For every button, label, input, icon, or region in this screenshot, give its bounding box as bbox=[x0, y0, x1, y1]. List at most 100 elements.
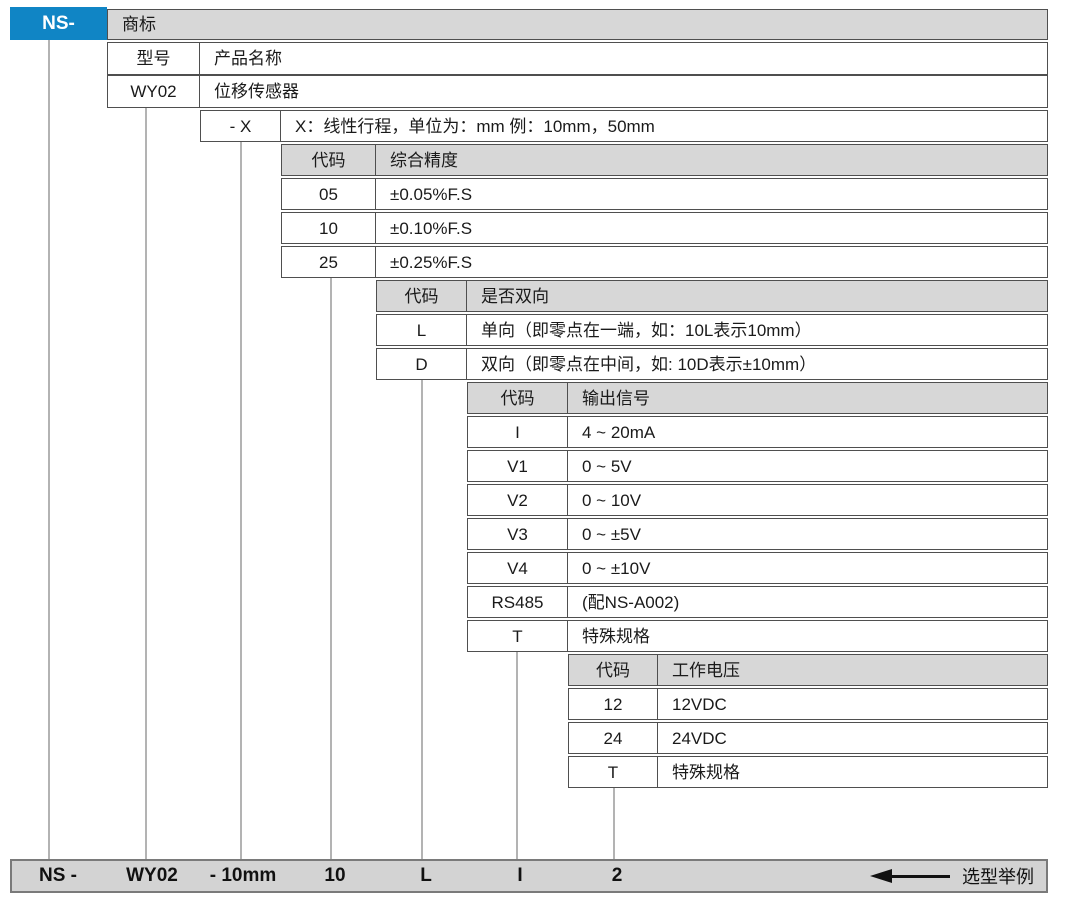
table-header-row: 代码 输出信号 bbox=[467, 382, 1048, 414]
example-segment: NS - bbox=[39, 865, 77, 886]
code-cell: T bbox=[568, 756, 658, 788]
code-header: 代码 bbox=[311, 150, 346, 170]
value-header: 工作电压 bbox=[672, 660, 740, 680]
value-cell: ±0.05%F.S bbox=[375, 178, 1048, 210]
code-text: V4 bbox=[507, 558, 528, 578]
code-text: D bbox=[415, 354, 428, 374]
connector-line bbox=[48, 40, 50, 859]
value-text: 特殊规格 bbox=[672, 762, 740, 782]
output-signal-table: 代码 输出信号 I 4 ~ 20mA V1 0 ~ 5V V2 0 ~ 10V … bbox=[467, 382, 1048, 654]
value-header-cell: 工作电压 bbox=[657, 654, 1048, 686]
code-text: T bbox=[607, 762, 619, 782]
value-text: 24VDC bbox=[672, 728, 727, 748]
code-text: 10 bbox=[319, 218, 338, 238]
connector-line bbox=[145, 108, 147, 859]
model-header-value: 产品名称 bbox=[214, 49, 282, 68]
connector-line bbox=[330, 278, 332, 859]
model-header-code-cell: 型号 bbox=[107, 42, 200, 75]
value-text: ±0.10%F.S bbox=[390, 218, 473, 238]
code-text: 24 bbox=[603, 728, 623, 748]
code-cell: T bbox=[467, 620, 568, 652]
code-text: V3 bbox=[507, 524, 528, 544]
code-header: 代码 bbox=[500, 388, 535, 408]
code-cell: 12 bbox=[568, 688, 658, 720]
direction-table: 代码 是否双向 L 单向（即零点在一端，如：10L表示10mm） D 双向（即零… bbox=[376, 280, 1048, 382]
model-code-row: WY02 位移传感器 bbox=[107, 75, 1048, 108]
stroke-row: - X X：线性行程，单位为：mm 例：10mm，50mm bbox=[200, 110, 1048, 142]
left-arrow-icon bbox=[870, 869, 892, 883]
value-cell: 单向（即零点在一端，如：10L表示10mm） bbox=[466, 314, 1048, 346]
table-row: RS485 (配NS-A002) bbox=[467, 586, 1048, 618]
table-row: 25 ±0.25%F.S bbox=[281, 246, 1048, 278]
model-name: 位移传感器 bbox=[214, 82, 299, 101]
value-cell: 12VDC bbox=[657, 688, 1048, 720]
table-row: T 特殊规格 bbox=[568, 756, 1048, 788]
value-text: 双向（即零点在中间，如: 10D表示±10mm） bbox=[481, 354, 817, 374]
value-header: 综合精度 bbox=[390, 150, 458, 170]
value-text: (配NS-A002) bbox=[582, 592, 680, 612]
example-segment: WY02 bbox=[126, 865, 178, 886]
code-text: 12 bbox=[603, 694, 623, 714]
example-segment: 10 bbox=[324, 865, 346, 886]
code-cell: 05 bbox=[281, 178, 376, 210]
model-header-row: 型号 产品名称 bbox=[107, 42, 1048, 75]
table-row: V4 0 ~ ±10V bbox=[467, 552, 1048, 584]
code-text: RS485 bbox=[491, 592, 544, 612]
example-label: 选型举例 bbox=[962, 867, 1034, 887]
value-cell: 4 ~ 20mA bbox=[567, 416, 1048, 448]
code-cell: RS485 bbox=[467, 586, 568, 618]
example-segment: - 10mm bbox=[209, 865, 277, 886]
code-cell: D bbox=[376, 348, 467, 380]
code-cell: V4 bbox=[467, 552, 568, 584]
value-header-cell: 是否双向 bbox=[466, 280, 1048, 312]
code-header-cell: 代码 bbox=[376, 280, 467, 312]
model-header-value-cell: 产品名称 bbox=[199, 42, 1048, 75]
connector-line bbox=[516, 652, 518, 859]
model-header-code: 型号 bbox=[136, 49, 171, 68]
table-header-row: 代码 是否双向 bbox=[376, 280, 1048, 312]
trademark-header-cell: 商标 bbox=[107, 9, 1048, 40]
table-row: 05 ±0.05%F.S bbox=[281, 178, 1048, 210]
code-cell: L bbox=[376, 314, 467, 346]
value-text: 0 ~ 5V bbox=[582, 456, 632, 476]
example-bar: NS - WY02 - 10mm 10 L I 2 选型举例 bbox=[10, 859, 1048, 893]
value-header-cell: 输出信号 bbox=[567, 382, 1048, 414]
value-header: 是否双向 bbox=[481, 286, 549, 306]
value-text: 12VDC bbox=[672, 694, 727, 714]
connector-line bbox=[240, 142, 242, 859]
table-row: V1 0 ~ 5V bbox=[467, 450, 1048, 482]
trademark-label: 商标 bbox=[122, 15, 156, 34]
table-row: V3 0 ~ ±5V bbox=[467, 518, 1048, 550]
code-text: 25 bbox=[319, 252, 338, 272]
code-cell: V3 bbox=[467, 518, 568, 550]
value-cell: 0 ~ 5V bbox=[567, 450, 1048, 482]
value-cell: ±0.25%F.S bbox=[375, 246, 1048, 278]
value-cell: 0 ~ 10V bbox=[567, 484, 1048, 516]
code-header-cell: 代码 bbox=[467, 382, 568, 414]
code-cell: V2 bbox=[467, 484, 568, 516]
value-cell: 0 ~ ±10V bbox=[567, 552, 1048, 584]
value-text: 0 ~ ±5V bbox=[582, 524, 641, 544]
value-cell: 特殊规格 bbox=[567, 620, 1048, 652]
example-pointer: 选型举例 bbox=[870, 861, 1034, 891]
value-text: ±0.25%F.S bbox=[390, 252, 473, 272]
code-text: V1 bbox=[507, 456, 528, 476]
stroke-desc: X：线性行程，单位为：mm 例：10mm，50mm bbox=[295, 116, 655, 136]
value-text: 单向（即零点在一端，如：10L表示10mm） bbox=[481, 320, 812, 340]
table-row: 12 12VDC bbox=[568, 688, 1048, 720]
code-cell: 10 bbox=[281, 212, 376, 244]
table-row: T 特殊规格 bbox=[467, 620, 1048, 652]
value-text: 0 ~ 10V bbox=[582, 490, 642, 510]
code-text: V2 bbox=[507, 490, 528, 510]
code-header: 代码 bbox=[404, 286, 439, 306]
code-text: 05 bbox=[319, 184, 338, 204]
value-cell: 0 ~ ±5V bbox=[567, 518, 1048, 550]
example-segment: 2 bbox=[611, 865, 623, 886]
table-header-row: 代码 工作电压 bbox=[568, 654, 1048, 686]
table-header-row: 代码 综合精度 bbox=[281, 144, 1048, 176]
value-header-cell: 综合精度 bbox=[375, 144, 1048, 176]
code-header-cell: 代码 bbox=[568, 654, 658, 686]
table-row: V2 0 ~ 10V bbox=[467, 484, 1048, 516]
table-row: 10 ±0.10%F.S bbox=[281, 212, 1048, 244]
